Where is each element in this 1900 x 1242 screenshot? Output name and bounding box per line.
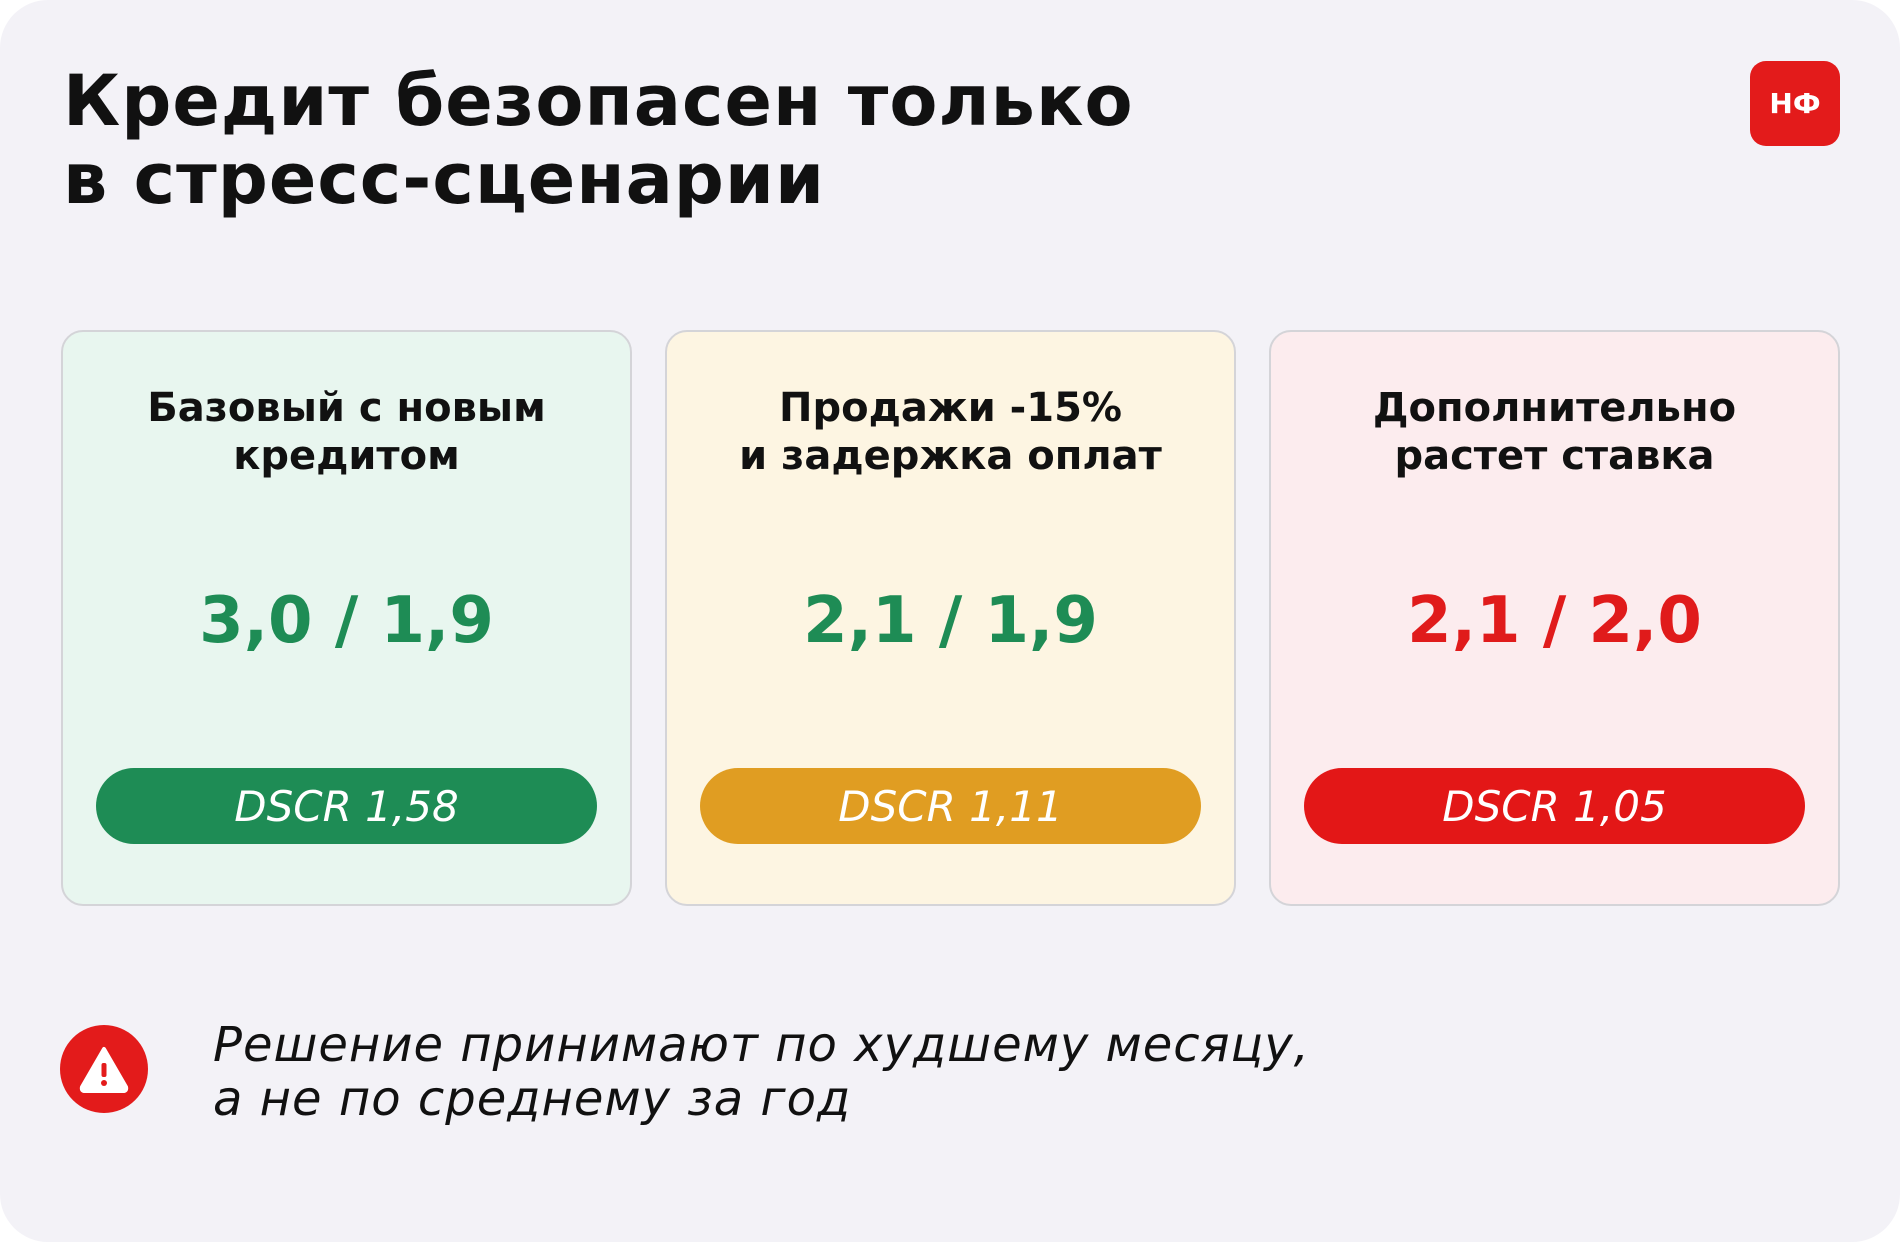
card-value: 3,0 / 1,9 xyxy=(199,584,494,658)
icon-dot xyxy=(101,1080,107,1086)
card-title-line: и задержка оплат xyxy=(739,433,1162,479)
title: Кредит безопасен только в стресс-сценари… xyxy=(63,62,1134,218)
card-value: 2,1 / 1,9 xyxy=(803,584,1098,658)
note: Решение принимают по худшему месяцу, а н… xyxy=(213,1018,1310,1126)
card-title-line: Дополнительно xyxy=(1372,385,1737,431)
card-title-line: Продажи -15% xyxy=(779,385,1122,431)
logo: НФ xyxy=(1750,61,1840,146)
scenario-card: Продажи -15% и задержка оплат 2,1 / 1,9 … xyxy=(665,330,1236,906)
note-line: Решение принимают по худшему месяцу, xyxy=(213,1017,1310,1073)
warning-icon xyxy=(60,1025,148,1113)
dscr-badge: DSCR 1,05 xyxy=(1304,768,1805,844)
card-value: 2,1 / 2,0 xyxy=(1407,584,1702,658)
card-title: Базовый с новым кредитом xyxy=(63,384,630,480)
card-title-line: кредитом xyxy=(233,433,460,479)
dscr-badge: DSCR 1,58 xyxy=(96,768,597,844)
note-line: а не по среднему за год xyxy=(213,1071,852,1127)
card-title-line: растет ставка xyxy=(1394,433,1715,479)
icon-bar xyxy=(101,1063,107,1077)
card-title-line: Базовый с новым xyxy=(147,385,546,431)
title-line: Кредит безопасен только xyxy=(63,60,1134,142)
card-title: Дополнительно растет ставка xyxy=(1271,384,1838,480)
title-line: в стресс-сценарии xyxy=(63,138,826,220)
dscr-badge: DSCR 1,11 xyxy=(700,768,1201,844)
scenario-card: Дополнительно растет ставка 2,1 / 2,0 DS… xyxy=(1269,330,1840,906)
scenario-card: Базовый с новым кредитом 3,0 / 1,9 DSCR … xyxy=(61,330,632,906)
card-title: Продажи -15% и задержка оплат xyxy=(667,384,1234,480)
